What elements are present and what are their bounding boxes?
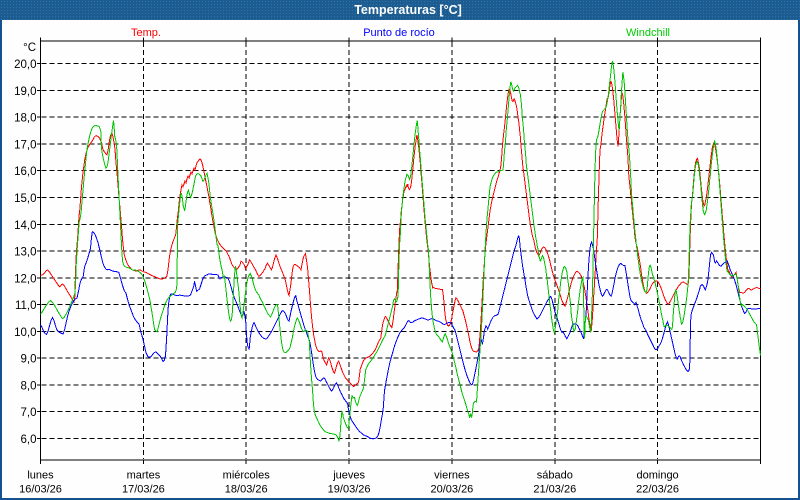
svg-text:9,0: 9,0 [21, 354, 37, 366]
svg-text:11,0: 11,0 [15, 300, 37, 312]
svg-text:10,0: 10,0 [14, 327, 36, 339]
svg-text:21/03/26: 21/03/26 [533, 484, 576, 496]
svg-text:20/03/26: 20/03/26 [430, 484, 473, 496]
svg-text:14,0: 14,0 [14, 220, 36, 232]
svg-text:Windchill: Windchill [626, 27, 670, 39]
svg-text:19,0: 19,0 [14, 86, 36, 98]
svg-text:viernes: viernes [434, 470, 470, 482]
svg-text:17,0: 17,0 [14, 140, 36, 152]
svg-text:19/03/26: 19/03/26 [328, 484, 371, 496]
svg-text:17/03/26: 17/03/26 [122, 484, 165, 496]
svg-text:7,0: 7,0 [21, 407, 37, 419]
svg-text:Temp.: Temp. [131, 27, 161, 39]
svg-text:22/03/26: 22/03/26 [636, 484, 679, 496]
svg-text:16/03/26: 16/03/26 [19, 484, 62, 496]
svg-text:15,0: 15,0 [14, 193, 36, 205]
svg-text:13,0: 13,0 [14, 247, 36, 259]
svg-text:jueves: jueves [332, 470, 365, 482]
svg-text:6,0: 6,0 [21, 434, 37, 446]
svg-text:lunes: lunes [27, 470, 54, 482]
svg-text:sábado: sábado [537, 470, 573, 482]
svg-text:martes: martes [127, 470, 161, 482]
svg-text:°C: °C [23, 42, 36, 54]
svg-text:16,0: 16,0 [14, 166, 36, 178]
svg-text:18,0: 18,0 [14, 113, 36, 125]
svg-text:20,0: 20,0 [14, 59, 36, 71]
svg-text:8,0: 8,0 [21, 380, 37, 392]
svg-text:miércoles: miércoles [223, 470, 271, 482]
svg-text:domingo: domingo [636, 470, 678, 482]
svg-text:Punto de rocío: Punto de rocío [363, 27, 435, 39]
svg-text:12,0: 12,0 [14, 273, 36, 285]
svg-text:18/03/26: 18/03/26 [225, 484, 268, 496]
